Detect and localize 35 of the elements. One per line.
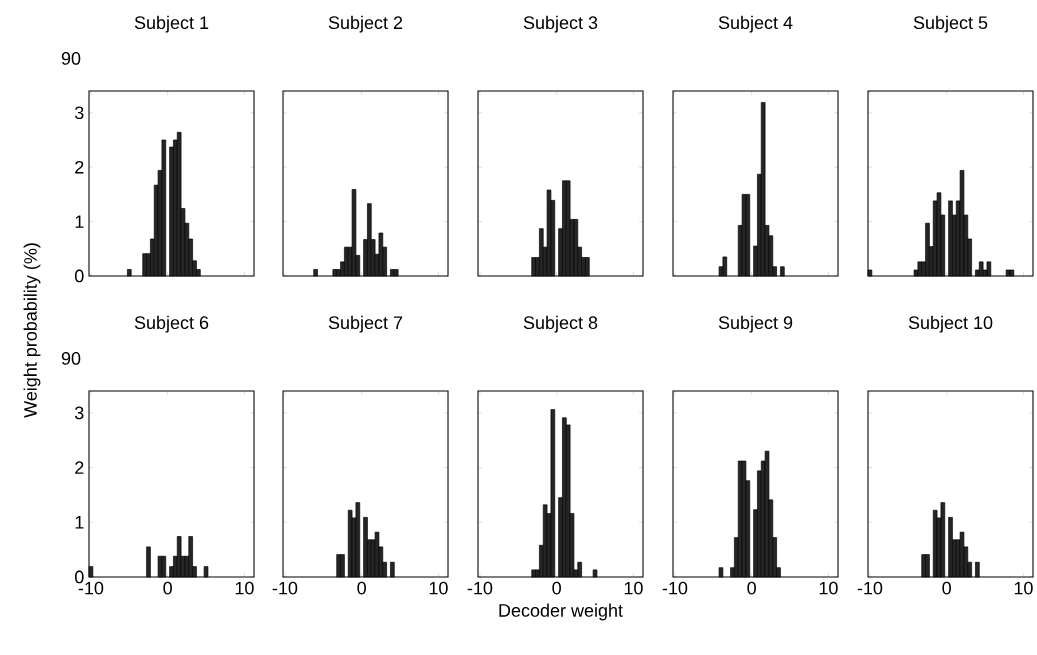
y-tick-label: 3	[74, 406, 84, 420]
x-tick-label: 10	[624, 581, 643, 595]
x-tick-label: -10	[662, 581, 688, 595]
x-tick-label: 10	[819, 581, 838, 595]
y-tick-label: 2	[75, 160, 84, 174]
x-tick-label: 10	[235, 581, 254, 595]
y-tick-label: 3	[74, 106, 84, 120]
text: Subject 4	[718, 15, 793, 33]
text: Subject 5	[913, 15, 988, 33]
text: Subject 2	[328, 15, 403, 33]
x-tick-label: 10	[429, 581, 448, 595]
y-tick-label: 1	[75, 516, 84, 529]
x-tick-label: -10	[467, 581, 493, 595]
text: Subject 8	[523, 315, 598, 333]
text: 90	[61, 52, 81, 65]
y-axis-title: Weight probability (%)	[23, 243, 41, 418]
text: Subject 3	[523, 15, 598, 33]
x-tick-label: 0	[747, 581, 756, 595]
x-tick-label: -10	[857, 581, 883, 595]
text: Subject 7	[328, 315, 403, 333]
text: Subject 9	[718, 315, 793, 333]
x-tick-label: 0	[552, 581, 561, 595]
x-tick-label: 0	[357, 581, 366, 595]
text: Subject 10	[908, 315, 993, 333]
x-tick-label: 0	[163, 581, 172, 595]
x-tick-label: 0	[942, 581, 951, 595]
text: Subject 1	[134, 15, 209, 33]
y-tick-label: 2	[75, 461, 84, 474]
text: 90	[61, 352, 81, 365]
y-tick-label: 0	[75, 269, 84, 283]
y-tick-label: 1	[75, 215, 84, 228]
text: Subject 6	[134, 315, 209, 333]
x-axis-title: Decoder weight	[499, 603, 623, 621]
x-tick-label: 10	[1014, 581, 1033, 595]
x-tick-label: -10	[272, 581, 298, 595]
